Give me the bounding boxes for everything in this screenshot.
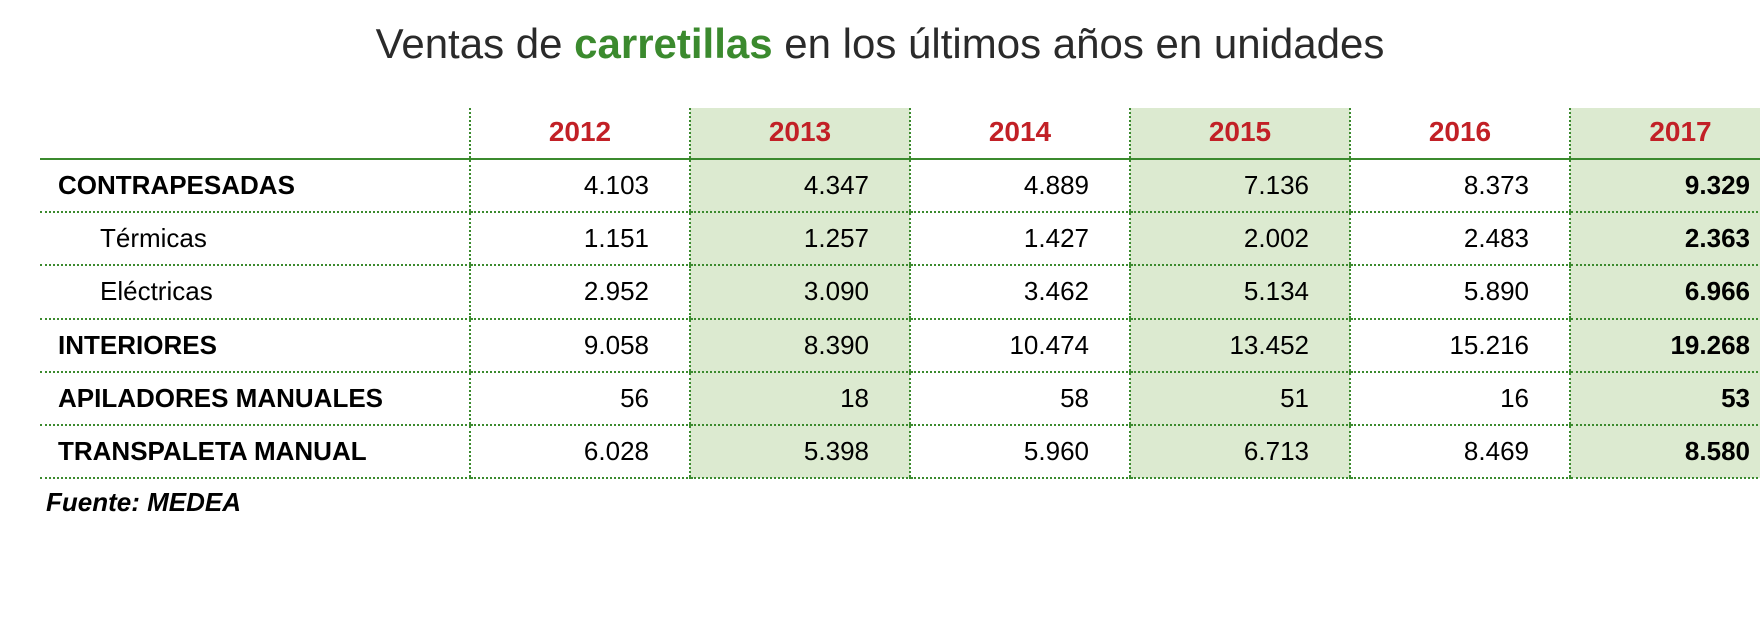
sales-table: 201220132014201520162017 CONTRAPESADAS4.… [40, 108, 1760, 479]
header-row: 201220132014201520162017 [40, 108, 1760, 159]
header-empty [40, 108, 470, 159]
cell: 1.151 [470, 212, 690, 265]
cell: 8.373 [1350, 159, 1570, 212]
table-row: Térmicas1.1511.2571.4272.0022.4832.363 [40, 212, 1760, 265]
cell: 56 [470, 372, 690, 425]
cell: 16 [1350, 372, 1570, 425]
cell: 8.469 [1350, 425, 1570, 478]
cell: 9.329 [1570, 159, 1760, 212]
cell: 19.268 [1570, 319, 1760, 372]
cell: 58 [910, 372, 1130, 425]
title-bold: carretillas [574, 20, 772, 67]
table-body: CONTRAPESADAS4.1034.3474.8897.1368.3739.… [40, 159, 1760, 478]
cell: 18 [690, 372, 910, 425]
cell: 3.462 [910, 265, 1130, 318]
cell: 5.398 [690, 425, 910, 478]
cell: 5.960 [910, 425, 1130, 478]
cell: 9.058 [470, 319, 690, 372]
cell: 15.216 [1350, 319, 1570, 372]
row-label: TRANSPALETA MANUAL [40, 425, 470, 478]
cell: 1.257 [690, 212, 910, 265]
title-pre: Ventas de [376, 20, 575, 67]
cell: 2.483 [1350, 212, 1570, 265]
cell: 4.889 [910, 159, 1130, 212]
row-label: INTERIORES [40, 319, 470, 372]
cell: 6.966 [1570, 265, 1760, 318]
cell: 2.363 [1570, 212, 1760, 265]
year-header: 2014 [910, 108, 1130, 159]
table-row: TRANSPALETA MANUAL6.0285.3985.9606.7138.… [40, 425, 1760, 478]
cell: 8.580 [1570, 425, 1760, 478]
cell: 4.103 [470, 159, 690, 212]
row-label: Térmicas [40, 212, 470, 265]
page-title: Ventas de carretillas en los últimos año… [40, 20, 1720, 68]
cell: 5.134 [1130, 265, 1350, 318]
year-header: 2012 [470, 108, 690, 159]
row-label: Eléctricas [40, 265, 470, 318]
cell: 13.452 [1130, 319, 1350, 372]
cell: 53 [1570, 372, 1760, 425]
table-row: INTERIORES9.0588.39010.47413.45215.21619… [40, 319, 1760, 372]
cell: 8.390 [690, 319, 910, 372]
row-label: CONTRAPESADAS [40, 159, 470, 212]
cell: 3.090 [690, 265, 910, 318]
cell: 1.427 [910, 212, 1130, 265]
source-line: Fuente: MEDEA [40, 479, 1720, 518]
cell: 2.952 [470, 265, 690, 318]
year-header: 2013 [690, 108, 910, 159]
cell: 5.890 [1350, 265, 1570, 318]
year-header: 2017 [1570, 108, 1760, 159]
row-label: APILADORES MANUALES [40, 372, 470, 425]
table-row: APILADORES MANUALES561858511653 [40, 372, 1760, 425]
year-header: 2016 [1350, 108, 1570, 159]
cell: 7.136 [1130, 159, 1350, 212]
cell: 6.028 [470, 425, 690, 478]
table-row: Eléctricas2.9523.0903.4625.1345.8906.966 [40, 265, 1760, 318]
cell: 10.474 [910, 319, 1130, 372]
cell: 2.002 [1130, 212, 1350, 265]
cell: 4.347 [690, 159, 910, 212]
table-row: CONTRAPESADAS4.1034.3474.8897.1368.3739.… [40, 159, 1760, 212]
year-header: 2015 [1130, 108, 1350, 159]
cell: 51 [1130, 372, 1350, 425]
cell: 6.713 [1130, 425, 1350, 478]
title-post: en los últimos años en unidades [773, 20, 1385, 67]
